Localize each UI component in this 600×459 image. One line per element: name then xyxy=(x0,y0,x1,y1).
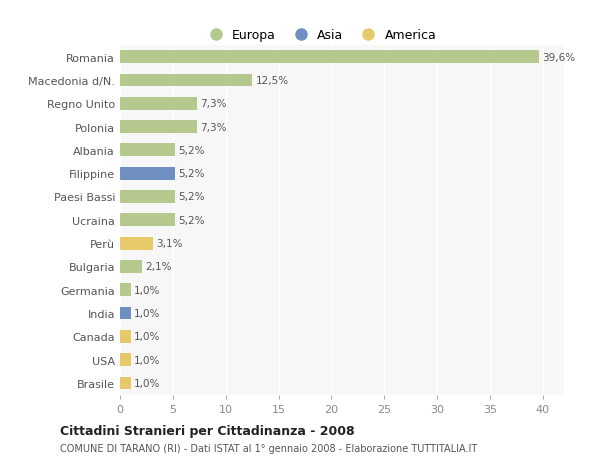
Bar xyxy=(120,237,153,250)
Text: 3,1%: 3,1% xyxy=(156,239,182,249)
Bar xyxy=(120,330,131,343)
Text: 1,0%: 1,0% xyxy=(134,331,160,341)
Text: 7,3%: 7,3% xyxy=(200,122,227,132)
Text: 5,2%: 5,2% xyxy=(178,169,205,179)
Bar xyxy=(120,121,197,134)
Text: 1,0%: 1,0% xyxy=(134,285,160,295)
Legend: Europa, Asia, America: Europa, Asia, America xyxy=(198,24,442,47)
Bar xyxy=(120,353,131,366)
Bar xyxy=(120,144,175,157)
Bar xyxy=(120,168,175,180)
Text: 1,0%: 1,0% xyxy=(134,378,160,388)
Bar xyxy=(120,190,175,203)
Text: COMUNE DI TARANO (RI) - Dati ISTAT al 1° gennaio 2008 - Elaborazione TUTTITALIA.: COMUNE DI TARANO (RI) - Dati ISTAT al 1°… xyxy=(60,443,477,453)
Bar xyxy=(120,377,131,390)
Text: 2,1%: 2,1% xyxy=(145,262,172,272)
Text: 5,2%: 5,2% xyxy=(178,192,205,202)
Text: 12,5%: 12,5% xyxy=(256,76,289,86)
Bar xyxy=(120,307,131,320)
Bar xyxy=(120,74,252,87)
Text: 5,2%: 5,2% xyxy=(178,146,205,156)
Bar xyxy=(120,214,175,227)
Text: 1,0%: 1,0% xyxy=(134,355,160,365)
Bar xyxy=(120,98,197,111)
Text: Cittadini Stranieri per Cittadinanza - 2008: Cittadini Stranieri per Cittadinanza - 2… xyxy=(60,424,355,437)
Text: 7,3%: 7,3% xyxy=(200,99,227,109)
Bar xyxy=(120,284,131,297)
Text: 1,0%: 1,0% xyxy=(134,308,160,319)
Bar xyxy=(120,51,539,64)
Text: 39,6%: 39,6% xyxy=(542,52,575,62)
Bar xyxy=(120,260,142,273)
Text: 5,2%: 5,2% xyxy=(178,215,205,225)
